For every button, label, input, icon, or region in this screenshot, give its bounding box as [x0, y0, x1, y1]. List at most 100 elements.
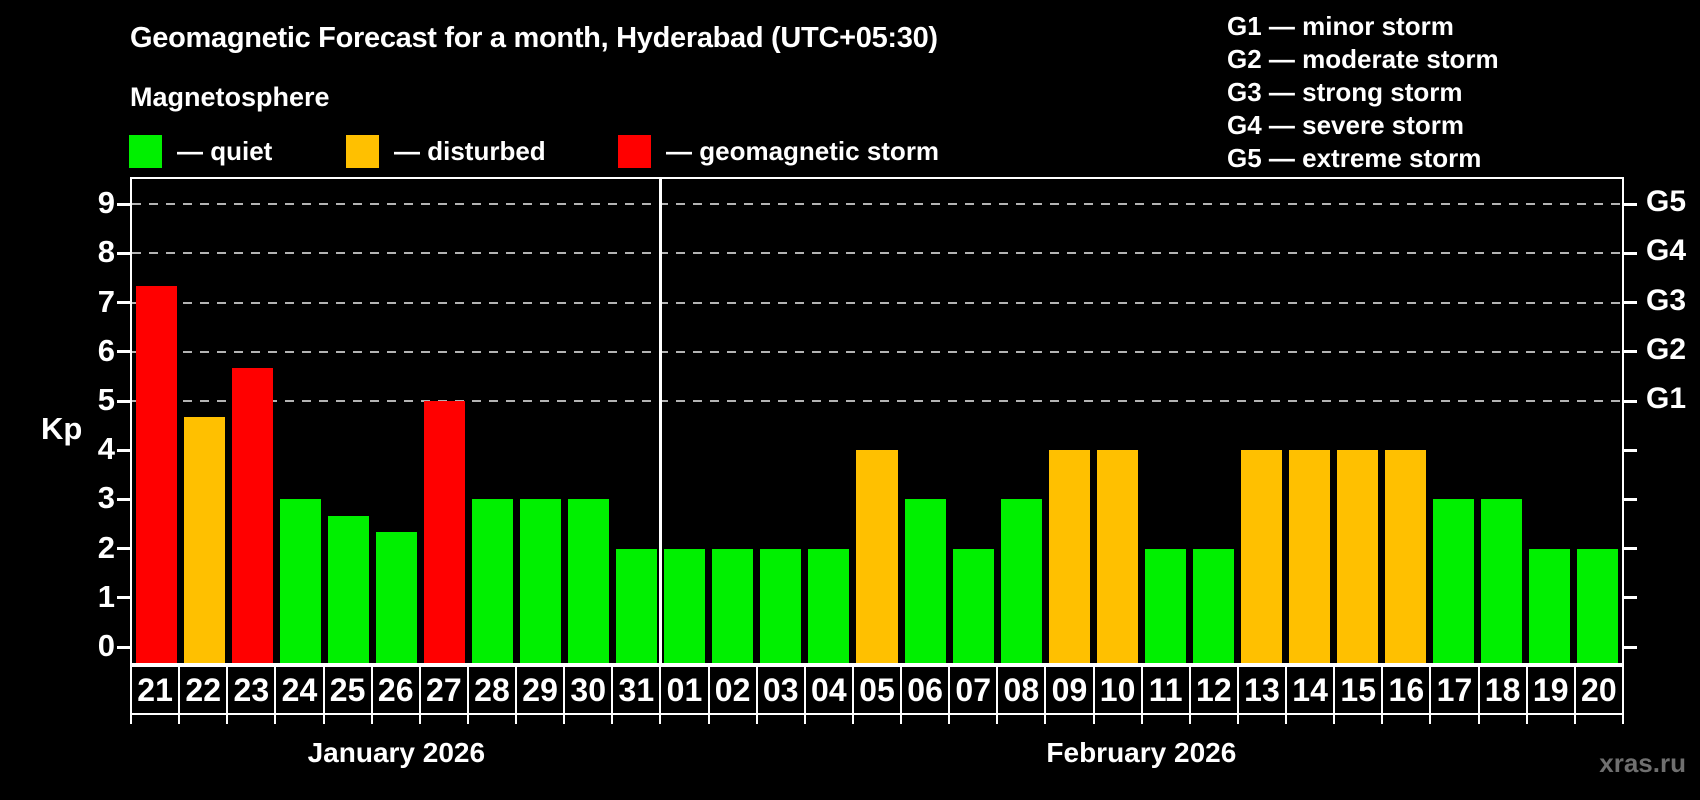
- day-label-jan-24: 24: [276, 667, 325, 713]
- day-label-feb-05: 05: [854, 667, 902, 713]
- month-label-feb: February 2026: [1046, 737, 1237, 768]
- kp-bar-feb-07: [952, 548, 994, 663]
- storm-color-swatch: [618, 134, 651, 168]
- right-axis-tick-9: [1624, 202, 1637, 206]
- right-axis-label-g3: G3: [1646, 283, 1687, 317]
- y-axis-label-9: 9: [97, 185, 115, 221]
- day-boundary-tick-13: [756, 715, 758, 724]
- day-boundary-tick-22: [1189, 715, 1191, 724]
- day-boundary-tick-28: [1478, 715, 1480, 724]
- kp-bar-jan-24: [279, 499, 321, 663]
- right-axis-tick-3: [1624, 497, 1637, 501]
- day-boundary-tick-26: [1381, 715, 1383, 724]
- kp-bar-feb-12: [1192, 548, 1234, 663]
- y-axis-title: Kp: [41, 411, 83, 446]
- kp-bar-feb-02: [712, 548, 754, 663]
- day-label-feb-11: 11: [1143, 667, 1191, 713]
- y-axis-tick-7: [117, 301, 130, 305]
- day-boundary-tick-30: [1574, 715, 1576, 724]
- day-label-jan-30: 30: [565, 667, 614, 713]
- gridline-kp5: [132, 400, 1622, 402]
- y-axis-tick-8: [117, 251, 130, 255]
- gridline-kp7: [132, 301, 1622, 304]
- day-label-feb-17: 17: [1431, 667, 1480, 713]
- kp-bar-feb-09: [1048, 450, 1090, 663]
- kp-bar-feb-10: [1096, 450, 1138, 663]
- day-boundary-tick-5: [371, 715, 373, 724]
- month-label-jan: January 2026: [307, 737, 486, 768]
- day-label-feb-06: 06: [902, 667, 951, 713]
- gridline-kp6: [132, 350, 1622, 353]
- y-axis-label-7: 7: [97, 283, 115, 319]
- day-label-feb-04: 04: [806, 667, 854, 713]
- day-boundary-tick-17: [948, 715, 950, 724]
- kp-bar-jan-27: [423, 401, 465, 663]
- kp-bar-feb-19: [1529, 548, 1571, 663]
- kp-bar-feb-06: [904, 499, 946, 663]
- kp-bar-feb-13: [1240, 450, 1283, 663]
- right-axis-tick-0: [1624, 645, 1637, 649]
- disturbed-color-swatch: [346, 134, 379, 168]
- kp-bar-jan-22: [183, 417, 225, 663]
- page-title: Geomagnetic Forecast for a month, Hydera…: [130, 22, 938, 54]
- g-legend-line-g1: G1 — minor storm: [1227, 11, 1454, 41]
- right-axis-tick-4: [1624, 448, 1637, 452]
- day-boundary-tick-20: [1093, 715, 1095, 724]
- plot-area: [130, 177, 1624, 665]
- right-axis-tick-7: [1624, 301, 1637, 305]
- day-boundary-tick-11: [659, 715, 661, 724]
- y-axis-tick-3: [117, 497, 130, 501]
- kp-bar-feb-11: [1144, 548, 1186, 663]
- day-label-feb-07: 07: [950, 667, 999, 713]
- g-legend-line-g4: G4 — severe storm: [1227, 110, 1465, 140]
- day-label-jan-28: 28: [469, 667, 517, 713]
- quiet-color-swatch: [129, 134, 162, 168]
- day-boundary-tick-25: [1333, 715, 1335, 724]
- g-legend-line-g3: G3 — strong storm: [1227, 77, 1463, 107]
- g-legend-line-g2: G2 — moderate storm: [1227, 44, 1499, 74]
- day-label-jan-29: 29: [517, 667, 566, 713]
- day-label-jan-27: 27: [421, 667, 469, 713]
- day-label-feb-01: 01: [661, 667, 710, 713]
- g-scale-legend: G1 — minor storm G2 — moderate storm G3 — …: [1227, 10, 1499, 175]
- day-label-feb-15: 15: [1335, 667, 1384, 713]
- day-label-jan-22: 22: [180, 667, 229, 713]
- y-axis-tick-9: [117, 202, 130, 206]
- day-label-feb-12: 12: [1191, 667, 1239, 713]
- day-boundary-tick-1: [178, 715, 180, 724]
- day-label-feb-16: 16: [1383, 667, 1432, 713]
- right-axis-tick-1: [1624, 596, 1637, 600]
- y-axis-label-6: 6: [97, 332, 115, 368]
- kp-bar-feb-17: [1433, 499, 1475, 663]
- right-axis-label-g5: G5: [1646, 185, 1687, 219]
- kp-bar-jan-26: [375, 532, 417, 663]
- right-axis-tick-8: [1624, 251, 1637, 255]
- day-boundary-tick-19: [1044, 715, 1046, 724]
- day-label-feb-08: 08: [998, 667, 1047, 713]
- kp-bar-jan-29: [520, 499, 562, 663]
- right-axis-label-g1: G1: [1646, 382, 1687, 415]
- day-boundary-tick-29: [1526, 715, 1528, 724]
- day-boundary-tick-31: [1622, 715, 1624, 724]
- legend-item-disturbed: — disturbed: [346, 134, 546, 168]
- legend-label-quiet: — quiet: [177, 135, 273, 166]
- y-axis-tick-6: [117, 350, 130, 354]
- y-axis-label-4: 4: [97, 431, 115, 467]
- y-axis-label-3: 3: [97, 480, 115, 516]
- legend-label-disturbed: — disturbed: [394, 135, 546, 166]
- day-label-jan-25: 25: [325, 667, 373, 713]
- kp-bar-jan-31: [616, 548, 658, 663]
- x-axis-day-labels: 21 22 23 24 25 26 27 28 29 30 31 01 02 03 04 05 06 07 08 09…: [130, 665, 1624, 715]
- day-boundary-tick-24: [1285, 715, 1287, 724]
- day-boundary-tick-23: [1237, 715, 1239, 724]
- kp-bar-feb-20: [1577, 548, 1619, 663]
- kp-bar-feb-01: [664, 548, 706, 663]
- day-label-feb-19: 19: [1528, 667, 1576, 713]
- kp-bar-feb-08: [1000, 499, 1042, 663]
- right-axis-label-g2: G2: [1646, 332, 1687, 366]
- day-boundary-tick-14: [804, 715, 806, 724]
- day-label-feb-18: 18: [1480, 667, 1528, 713]
- day-boundary-tick-12: [708, 715, 710, 724]
- day-boundary-tick-27: [1429, 715, 1431, 724]
- kp-bar-feb-05: [856, 450, 898, 663]
